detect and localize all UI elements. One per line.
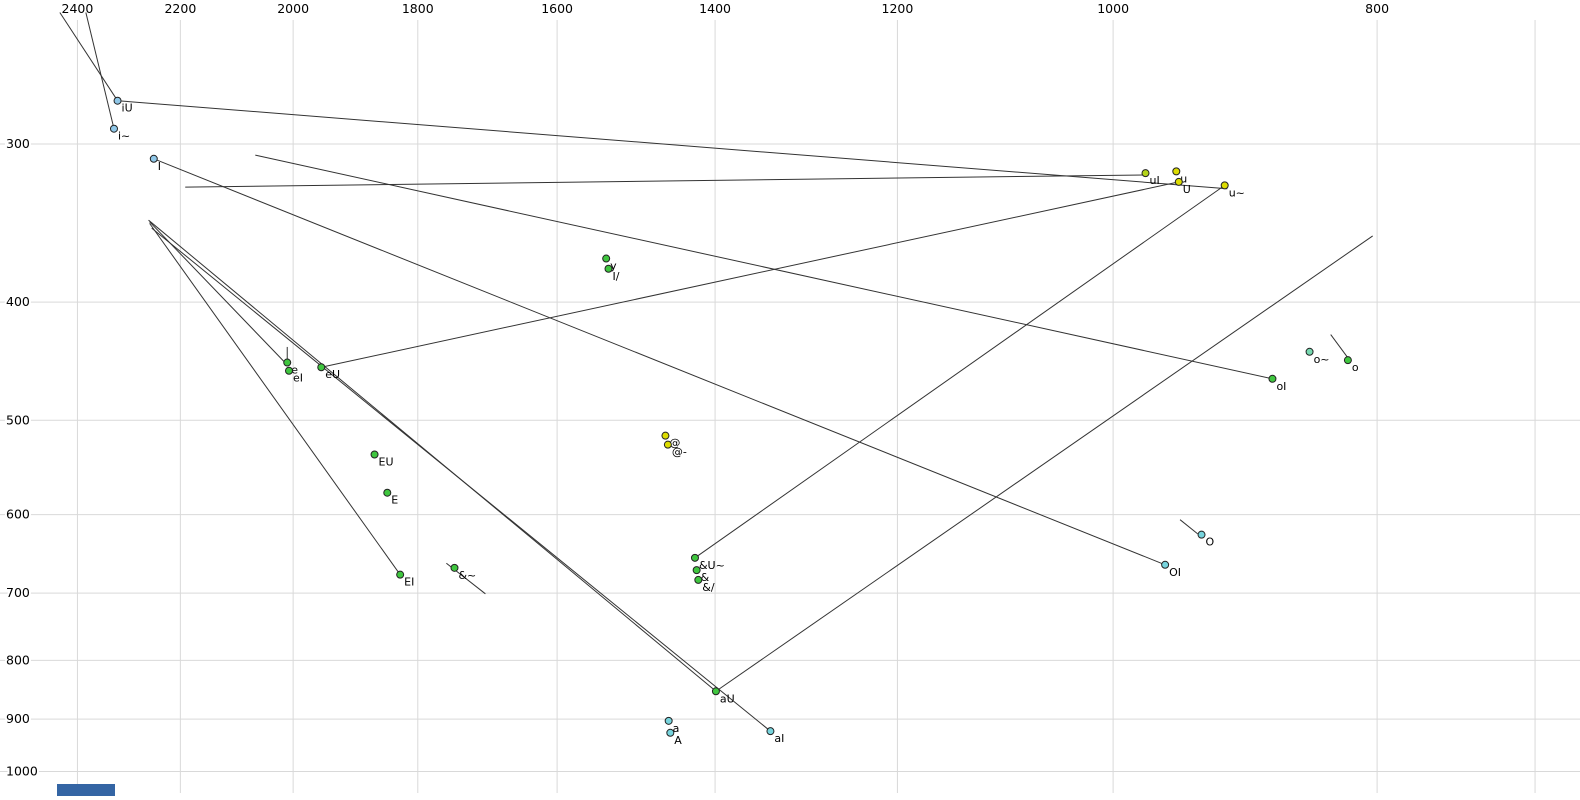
y-tick-label-800: 800 bbox=[6, 652, 30, 667]
trajectory-line-8 bbox=[148, 219, 717, 692]
point-eI bbox=[284, 366, 293, 375]
point-label-u~: u~ bbox=[1229, 186, 1245, 199]
point-label-@-: @- bbox=[672, 446, 687, 459]
point-aU bbox=[711, 687, 720, 696]
point-EU bbox=[370, 450, 379, 459]
x-tick-label-2400: 2400 bbox=[62, 1, 94, 16]
point-label-aU: aU bbox=[720, 692, 735, 705]
point-label-O: O bbox=[1206, 536, 1215, 549]
point-U bbox=[1174, 177, 1183, 186]
point-iU bbox=[113, 96, 122, 105]
point-label-a: a bbox=[673, 722, 680, 735]
point-label-oI: oI bbox=[1276, 380, 1286, 393]
trajectory-line-13 bbox=[1330, 334, 1349, 359]
bottom-blue-bar bbox=[57, 784, 115, 796]
x-tick-label-800: 800 bbox=[1365, 1, 1389, 16]
point-label-EU: EU bbox=[379, 455, 394, 468]
point-aI bbox=[766, 727, 775, 736]
point-label-@: @ bbox=[669, 437, 680, 450]
trajectory-line-14 bbox=[1179, 519, 1199, 535]
point-label-aI: aI bbox=[774, 732, 784, 745]
point-label-A: A bbox=[674, 734, 682, 747]
point-label-eI: eI bbox=[293, 372, 303, 385]
point-label-y: y bbox=[610, 260, 617, 273]
x-tick-label-2200: 2200 bbox=[164, 1, 196, 16]
y-tick-label-700: 700 bbox=[6, 585, 30, 600]
point-label-&U~: &U~ bbox=[699, 559, 725, 572]
point-label-o: o bbox=[1352, 361, 1359, 374]
trajectory-line-11 bbox=[715, 235, 1373, 692]
point-o bbox=[1343, 356, 1352, 365]
trajectory-line-4 bbox=[255, 154, 1273, 380]
point-uI bbox=[1141, 169, 1150, 178]
point-label-EI: EI bbox=[404, 576, 414, 589]
point-&/ bbox=[694, 575, 703, 584]
point-label-i~: i~ bbox=[118, 130, 130, 143]
trajectory-line-9 bbox=[321, 181, 1179, 368]
trajectory-line-12 bbox=[153, 158, 1166, 566]
trajectory-line-1 bbox=[85, 12, 115, 129]
point-label-I: I bbox=[158, 160, 161, 173]
point-label-I/: I/ bbox=[612, 270, 619, 283]
point-label-U: U bbox=[1183, 183, 1191, 196]
point-EI bbox=[396, 570, 405, 579]
point-A bbox=[666, 728, 675, 737]
point-@- bbox=[663, 440, 672, 449]
point-label-e: e bbox=[291, 364, 298, 377]
x-tick-label-1400: 1400 bbox=[699, 1, 731, 16]
point-a bbox=[664, 716, 673, 725]
point-I bbox=[149, 154, 158, 163]
point-label-&~: &~ bbox=[458, 569, 476, 582]
trajectory-line-0 bbox=[59, 12, 118, 101]
x-tick-label-1000: 1000 bbox=[1097, 1, 1129, 16]
point-OI bbox=[1161, 560, 1170, 569]
point-&~ bbox=[450, 563, 459, 572]
point-& bbox=[692, 566, 701, 575]
x-tick-label-2000: 2000 bbox=[277, 1, 309, 16]
point-u bbox=[1172, 167, 1181, 176]
trajectory-line-6 bbox=[149, 223, 401, 575]
point-I/ bbox=[604, 264, 613, 273]
point-label-iU: iU bbox=[122, 102, 133, 115]
y-tick-label-300: 300 bbox=[6, 136, 30, 151]
trajectory-line-2 bbox=[117, 100, 1228, 190]
trajectory-line-10 bbox=[694, 184, 1225, 559]
x-tick-label-1200: 1200 bbox=[882, 1, 914, 16]
point-label-o~: o~ bbox=[1314, 353, 1330, 366]
y-tick-label-900: 900 bbox=[6, 711, 30, 726]
point-eU bbox=[317, 363, 326, 372]
point-label-OI: OI bbox=[1169, 566, 1181, 579]
point-oI bbox=[1268, 374, 1277, 383]
point-label-E: E bbox=[391, 494, 398, 507]
point-u~ bbox=[1220, 181, 1229, 190]
point-label-uI: uI bbox=[1150, 174, 1160, 187]
point-o~ bbox=[1305, 347, 1314, 356]
point-e bbox=[283, 358, 292, 367]
point-&U~ bbox=[690, 553, 699, 562]
point-label-u: u bbox=[1180, 172, 1187, 185]
x-tick-label-1600: 1600 bbox=[541, 1, 573, 16]
y-tick-label-400: 400 bbox=[6, 294, 30, 309]
point-label-&/: &/ bbox=[702, 581, 715, 594]
y-tick-label-600: 600 bbox=[6, 507, 30, 522]
y-tick-label-1000: 1000 bbox=[6, 763, 38, 778]
point-E bbox=[383, 488, 392, 497]
x-tick-label-1800: 1800 bbox=[402, 1, 434, 16]
point-i~ bbox=[109, 124, 118, 133]
point-O bbox=[1197, 530, 1206, 539]
point-label-&: & bbox=[701, 571, 710, 584]
point-label-eU: eU bbox=[325, 368, 340, 381]
point-@ bbox=[661, 431, 670, 440]
point-y bbox=[602, 254, 611, 263]
y-tick-label-500: 500 bbox=[6, 412, 30, 427]
trajectory-line-3 bbox=[185, 174, 1146, 188]
